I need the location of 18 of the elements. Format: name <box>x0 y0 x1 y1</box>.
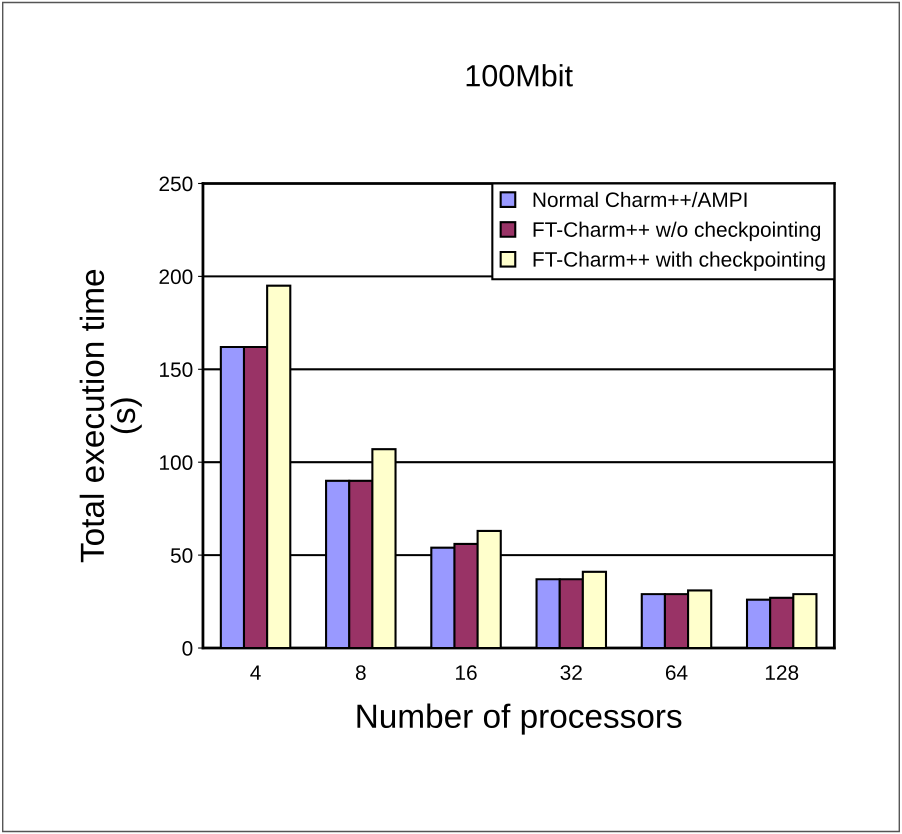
y-tick-label: 150 <box>160 362 192 378</box>
y-tick-label: 50 <box>170 548 192 563</box>
y-tick-label: 100 <box>160 455 192 470</box>
x-tick-label: 32 <box>560 665 582 680</box>
x-axis-title: Number of processors <box>357 704 682 735</box>
chart-title: 100Mbit <box>466 64 573 87</box>
x-tick-label: 8 <box>356 665 366 680</box>
legend-label: Normal Charm++/AMPI <box>534 192 746 208</box>
x-tick-label: 4 <box>250 665 261 680</box>
y-tick-label: 0 <box>182 641 192 656</box>
x-tick-label: 64 <box>666 665 688 680</box>
legend-label: FT-Charm++ w/o checkpointing <box>534 222 820 242</box>
legend-label: FT-Charm++ with checkpointing <box>534 251 825 271</box>
y-tick-label: 200 <box>160 269 192 284</box>
x-tick-label: 16 <box>456 665 477 680</box>
x-tick-label: 128 <box>766 665 798 680</box>
y-axis-title: Total execution time (s) <box>80 270 142 562</box>
y-tick-label: 250 <box>160 176 192 192</box>
